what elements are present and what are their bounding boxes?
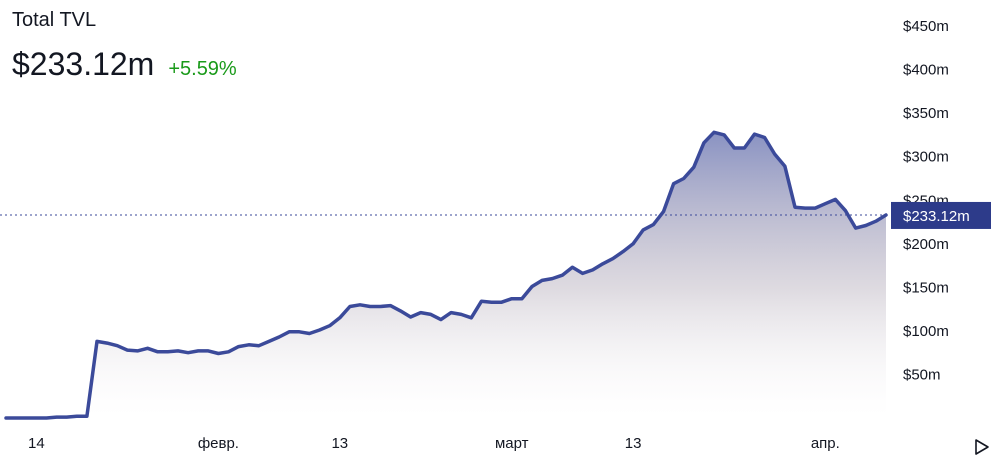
tvl-line <box>4 130 888 420</box>
play-icon[interactable] <box>974 438 990 456</box>
y-tick-label: $100m <box>903 323 949 340</box>
y-tick-label: $350m <box>903 105 949 122</box>
current-value-label-bg <box>891 201 991 229</box>
current-value-label: $233.12m <box>891 201 991 229</box>
y-tick-label: $400m <box>903 62 949 79</box>
y-tick-label: $150m <box>903 279 949 296</box>
current-value-label-text: $233.12m <box>903 208 970 225</box>
tvl-area <box>6 132 886 419</box>
y-tick-label: $450m <box>903 18 949 35</box>
chart-title: Total TVL <box>12 9 97 31</box>
x-tick-label: апр. <box>811 435 840 452</box>
y-tick-label: $300m <box>903 149 949 166</box>
change-percent: +5.59% <box>168 58 237 80</box>
x-tick-label: 13 <box>625 435 642 452</box>
x-tick-label: февр. <box>198 435 239 452</box>
x-tick-label: 13 <box>331 435 348 452</box>
x-tick-label: март <box>495 435 529 452</box>
chart-header: Total TVL $233.12m +5.59% <box>12 8 237 82</box>
y-tick-label: $50m <box>903 366 941 383</box>
y-tick-label: $200m <box>903 236 949 253</box>
value-row: $233.12m +5.59% <box>12 46 237 82</box>
current-value: $233.12m <box>12 46 155 82</box>
x-tick-label: 14 <box>28 435 45 452</box>
